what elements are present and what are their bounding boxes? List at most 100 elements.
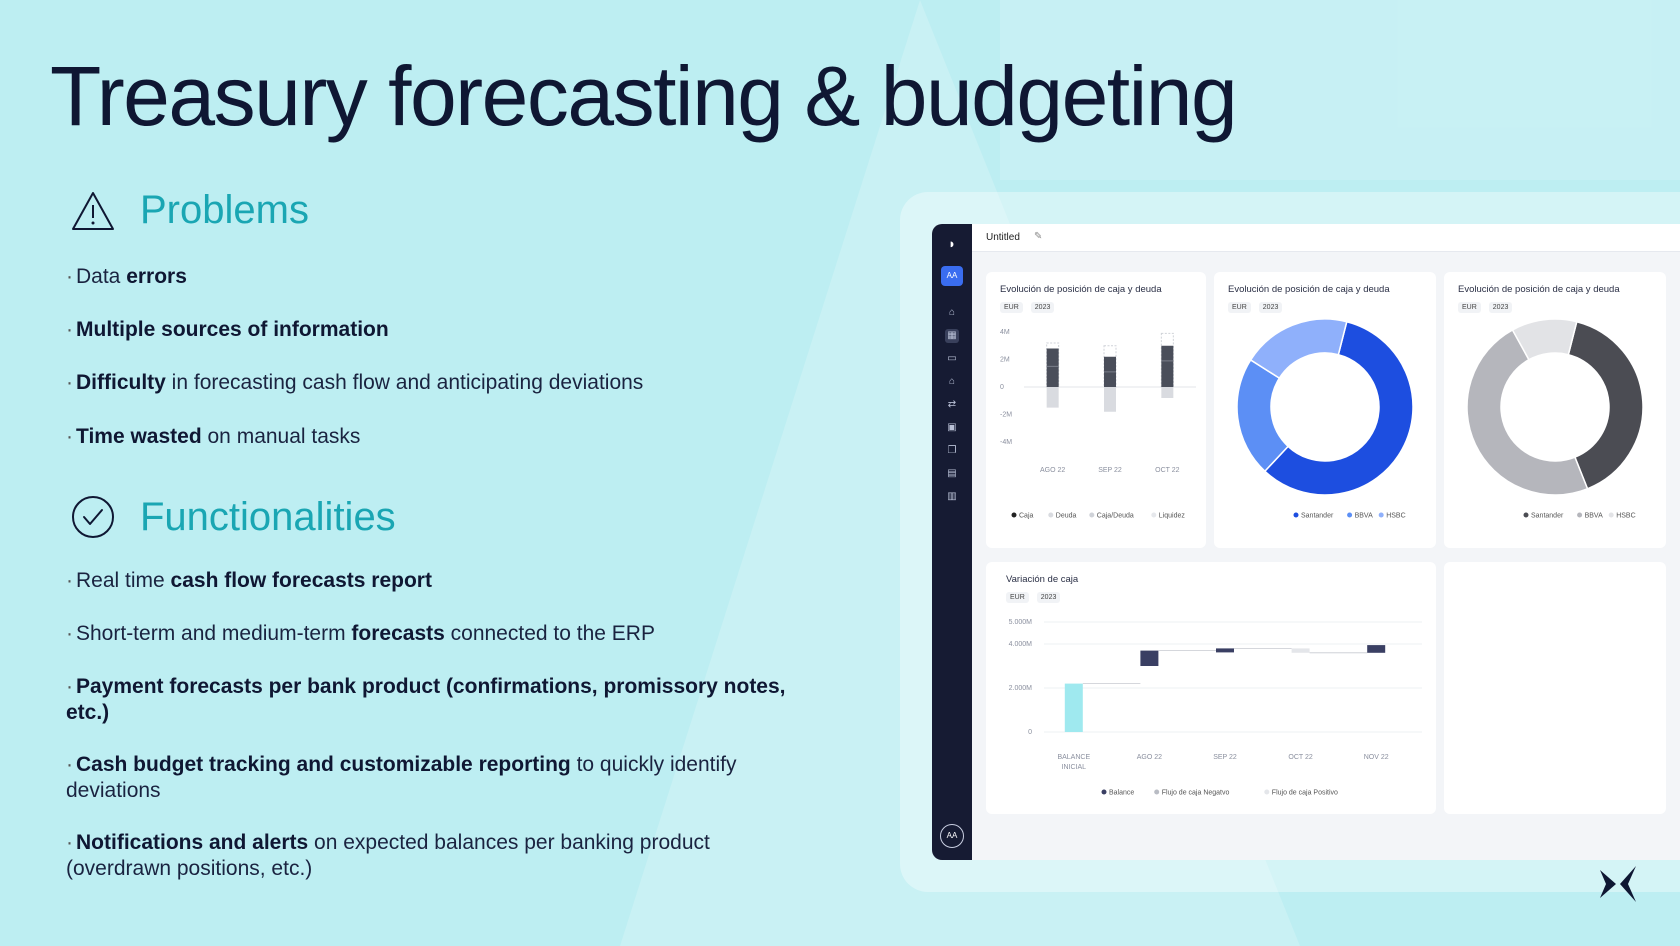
document-icon[interactable]: ▤ xyxy=(947,468,957,479)
pie-slice xyxy=(1249,318,1348,380)
bullet-dot: · xyxy=(66,318,73,341)
bullet-item: · Data errors xyxy=(66,264,786,290)
currency-select[interactable]: EUR xyxy=(1000,302,1023,313)
donut-chart-blue: Santander BBVA HSBC xyxy=(1236,318,1414,520)
legend-label: Deuda xyxy=(1056,513,1077,520)
bullet-emphasis: Payment forecasts per bank product (conf… xyxy=(66,675,786,724)
waterfall-bar xyxy=(1291,648,1310,653)
check-circle-icon xyxy=(72,496,114,538)
bar-deuda xyxy=(1104,387,1116,412)
card-filters: EUR 2023 xyxy=(1228,302,1283,313)
problems-header: Problems xyxy=(70,188,309,233)
bar-deuda xyxy=(1161,387,1174,398)
y-tick-label: 0 xyxy=(1000,384,1004,391)
bank-distribution-card: Evolución de posición de caja y deuda EU… xyxy=(1214,272,1436,548)
legend-swatch xyxy=(1101,789,1107,795)
legend-label: Santander xyxy=(1301,513,1334,520)
topbar: Untitled ✎ xyxy=(972,224,1680,252)
currency-select[interactable]: EUR xyxy=(1006,592,1029,603)
home-icon[interactable]: ⌂ xyxy=(948,307,956,318)
legend-label: Flujo de caja Negatvo xyxy=(1162,790,1230,797)
sidebar: ◗ AA ⌂ ▦ ▭ ⌂ ⇄ ▣ ❐ ▤ ▥ AA xyxy=(932,224,972,860)
legend-label: Santander xyxy=(1531,513,1564,520)
currency-select[interactable]: EUR xyxy=(1228,302,1251,313)
legend-swatch xyxy=(1089,512,1095,518)
bullet-emphasis: Multiple sources of information xyxy=(76,318,389,341)
y-tick-label: 2.000M xyxy=(1009,685,1033,692)
bullet-text: Data xyxy=(76,265,127,288)
workspace-badge[interactable]: AA xyxy=(941,266,963,286)
year-select[interactable]: 2023 xyxy=(1030,302,1055,313)
card-title: Evolución de posición de caja y deuda xyxy=(1458,284,1620,295)
y-tick-label: 2M xyxy=(1000,357,1010,364)
card-title: Evolución de posición de caja y deuda xyxy=(1228,284,1390,295)
background-shape xyxy=(1000,0,1680,180)
bullet-dot: · xyxy=(66,831,73,854)
waterfall-bar xyxy=(1064,683,1083,732)
x-tick-label: OCT 22 xyxy=(1155,467,1179,474)
legend-label: BBVA xyxy=(1585,513,1603,520)
legend-swatch xyxy=(1293,512,1299,518)
pie-slice xyxy=(1263,320,1414,496)
waterfall-bar xyxy=(1140,650,1159,666)
year-select[interactable]: 2023 xyxy=(1258,302,1283,313)
bar-caja xyxy=(1046,348,1059,387)
logo-icon[interactable]: ◗ xyxy=(948,236,956,251)
bank-icon[interactable]: ⌂ xyxy=(948,376,956,387)
avatar[interactable]: AA xyxy=(940,824,964,848)
grid-icon[interactable]: ▦ xyxy=(945,329,959,343)
x-tick-label: OCT 22 xyxy=(1288,754,1312,761)
bullet-emphasis: Difficulty xyxy=(76,371,166,394)
x-tick-label: SEP 22 xyxy=(1213,754,1237,761)
bar-chart: 4M 2M 0 -2M -4M AGO 22 SEP 22 OCT 22 Caja Deuda Ca… xyxy=(1000,329,1196,520)
currency-select[interactable]: EUR xyxy=(1458,302,1481,313)
legend-label: Caja/Deuda xyxy=(1097,513,1134,520)
wallet-icon[interactable]: ▭ xyxy=(947,353,957,364)
x-tick-label: AGO 22 xyxy=(1137,754,1162,761)
bullet-text: Short-term and medium-term xyxy=(76,622,352,645)
legend-swatch xyxy=(1378,512,1384,518)
ledger-icon[interactable]: ▣ xyxy=(947,422,957,433)
warning-triangle-icon xyxy=(72,191,114,230)
y-tick-label: 4.000M xyxy=(1009,641,1033,648)
bullet-item: · Cash budget tracking and customizable r… xyxy=(66,752,786,804)
bullet-item: · Short-term and medium-term forecasts co… xyxy=(66,621,786,647)
x-tick-label: NOV 22 xyxy=(1364,754,1389,761)
edit-pencil-icon[interactable]: ✎ xyxy=(1034,231,1043,242)
bullet-emphasis: Cash budget tracking and customizable re… xyxy=(76,753,571,776)
legend-swatch xyxy=(1151,512,1157,518)
bullet-dot: · xyxy=(66,622,73,645)
document-title[interactable]: Untitled xyxy=(986,232,1020,243)
bar-caja xyxy=(1161,345,1174,387)
dashboard-screenshot: ◗ AA ⌂ ▦ ▭ ⌂ ⇄ ▣ ❐ ▤ ▥ AA Untitled ✎ Evo… xyxy=(932,224,1680,860)
report-icon[interactable]: ▥ xyxy=(947,491,957,502)
cards-icon[interactable]: ❐ xyxy=(947,445,957,456)
year-select[interactable]: 2023 xyxy=(1036,592,1061,603)
legend-label: Flujo de caja Positivo xyxy=(1272,790,1338,797)
x-tick-label: INICIAL xyxy=(1062,764,1087,771)
cash-debt-bar-card: Evolución de posición de caja y deuda EU… xyxy=(986,272,1206,548)
bullet-text: connected to the ERP xyxy=(444,622,655,645)
bullet-item: · Real time cash flow forecasts report xyxy=(66,568,786,594)
y-tick-label: 0 xyxy=(1028,729,1032,736)
bullet-text: to quickly identify deviations xyxy=(66,753,737,802)
functionalities-header: Functionalities xyxy=(70,494,396,540)
legend-label: Balance xyxy=(1109,790,1134,797)
card-filters: EUR 2023 xyxy=(1458,302,1513,313)
legend-swatch xyxy=(1048,512,1054,518)
pie-slice xyxy=(1466,328,1589,496)
year-select[interactable]: 2023 xyxy=(1488,302,1513,313)
bullet-emphasis: errors xyxy=(126,265,187,288)
card-filters: EUR 2023 xyxy=(1000,302,1055,313)
bullet-item: · Difficulty in forecasting cash flow and… xyxy=(66,370,786,396)
bullet-text: in forecasting cash flow and anticipatin… xyxy=(165,371,644,394)
waterfall-chart: 5.000M 4.000M 2.000M 0 BALANCE INICIAL AGO 22 S… xyxy=(1009,619,1422,797)
bullet-dot: · xyxy=(66,675,73,698)
pie-slice xyxy=(1567,320,1644,490)
card-filters: EUR 2023 xyxy=(1006,592,1061,603)
transfer-icon[interactable]: ⇄ xyxy=(947,399,957,410)
bullet-item: · Notifications and alerts on expected ba… xyxy=(66,830,786,882)
legend-swatch xyxy=(1347,512,1353,518)
legend-swatch xyxy=(1011,512,1017,518)
bullet-emphasis: Time wasted xyxy=(76,425,202,448)
